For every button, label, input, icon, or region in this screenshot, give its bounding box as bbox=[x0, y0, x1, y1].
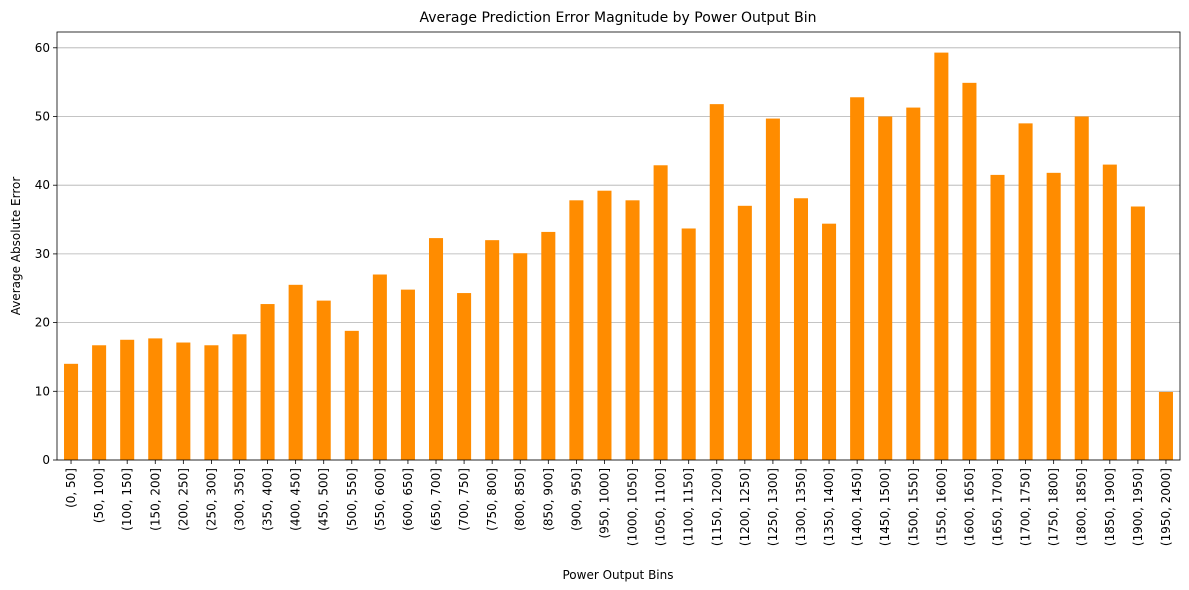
bar bbox=[1130, 206, 1145, 460]
x-tick-label: (850, 900] bbox=[541, 468, 555, 531]
x-tick-label: (1850, 1900] bbox=[1103, 468, 1117, 546]
bar bbox=[64, 363, 79, 460]
bar bbox=[906, 107, 921, 460]
bar bbox=[1018, 123, 1033, 460]
x-tick-label: (750, 800] bbox=[485, 468, 499, 531]
y-tick-label: 40 bbox=[35, 178, 50, 192]
y-tick-label: 0 bbox=[42, 453, 50, 467]
x-tick-label: (1450, 1500] bbox=[878, 468, 892, 546]
bar bbox=[316, 300, 331, 460]
x-tick-label: (1350, 1400] bbox=[822, 468, 836, 546]
x-tick-label: (1150, 1200] bbox=[710, 468, 724, 546]
bar bbox=[428, 238, 444, 460]
y-gridlines bbox=[57, 47, 1180, 461]
y-tick-label: 20 bbox=[35, 316, 50, 330]
y-axis-label: Average Absolute Error bbox=[9, 177, 23, 316]
bar bbox=[260, 304, 275, 460]
bar bbox=[120, 339, 135, 460]
bar bbox=[737, 205, 752, 460]
y-axis-ticks: 0 10 20 30 40 50 60 bbox=[35, 41, 57, 467]
x-tick-label: (1600, 1650] bbox=[962, 468, 976, 546]
bar bbox=[597, 190, 612, 460]
bar bbox=[1046, 172, 1061, 461]
x-tick-label: (1400, 1450] bbox=[850, 468, 864, 546]
y-tick-label: 50 bbox=[35, 110, 50, 124]
x-tick-label: (150, 200] bbox=[148, 468, 162, 531]
x-tick-label: (1750, 1800] bbox=[1047, 468, 1061, 546]
x-tick-label: (1250, 1300] bbox=[766, 468, 780, 546]
bar bbox=[485, 240, 500, 460]
bar bbox=[878, 116, 893, 461]
bar bbox=[176, 342, 191, 460]
y-tick-label: 10 bbox=[35, 384, 50, 398]
x-tick-label: (1900, 1950] bbox=[1131, 468, 1145, 546]
x-tick-label: (1300, 1350] bbox=[794, 468, 808, 546]
bar bbox=[962, 82, 977, 460]
bar bbox=[204, 345, 219, 460]
bar bbox=[148, 338, 163, 460]
y-tick-label: 30 bbox=[35, 247, 50, 261]
bar bbox=[372, 274, 387, 460]
x-tick-label: (1050, 1100] bbox=[654, 468, 668, 546]
x-tick-label: (450, 500] bbox=[317, 468, 331, 531]
bar bbox=[709, 104, 724, 461]
bar bbox=[457, 293, 472, 460]
x-tick-label: (1000, 1050] bbox=[626, 468, 640, 546]
x-tick-label: (650, 700] bbox=[429, 468, 443, 531]
x-tick-label: (1200, 1250] bbox=[738, 468, 752, 546]
x-tick-label: (50, 100] bbox=[92, 468, 106, 523]
bar bbox=[92, 345, 107, 460]
x-tick-label: (500, 550] bbox=[345, 468, 359, 531]
bar bbox=[681, 228, 696, 460]
bar bbox=[344, 330, 359, 460]
x-tick-label: (1700, 1750] bbox=[1019, 468, 1033, 546]
x-tick-label: (400, 450] bbox=[289, 468, 303, 531]
plot-border bbox=[56, 31, 1181, 461]
x-tick-label: (0, 50] bbox=[64, 468, 78, 508]
x-tick-label: (1950, 2000] bbox=[1159, 468, 1173, 546]
x-axis-ticks: (0, 50] (50, 100] (100, 150] (150, 200] (200… bbox=[64, 460, 1173, 546]
bar bbox=[625, 200, 640, 460]
bar bbox=[1102, 164, 1117, 460]
x-tick-label: (1550, 1600] bbox=[934, 468, 948, 546]
x-tick-label: (250, 300] bbox=[204, 468, 218, 531]
chart-title: Average Prediction Error Magnitude by Po… bbox=[420, 10, 817, 26]
x-tick-label: (1800, 1850] bbox=[1075, 468, 1089, 546]
x-tick-label: (900, 950] bbox=[569, 468, 583, 531]
bar bbox=[765, 118, 780, 460]
bars bbox=[64, 52, 1173, 461]
x-tick-label: (1650, 1700] bbox=[991, 468, 1005, 546]
x-tick-label: (950, 1000] bbox=[597, 468, 611, 538]
bar bbox=[232, 334, 247, 460]
bar bbox=[541, 231, 556, 460]
bar bbox=[934, 52, 949, 460]
bar bbox=[793, 198, 809, 461]
bar bbox=[850, 97, 865, 461]
bar bbox=[653, 165, 668, 460]
x-axis-label: Power Output Bins bbox=[562, 568, 673, 582]
x-tick-label: (800, 850] bbox=[513, 468, 527, 531]
x-tick-label: (550, 600] bbox=[373, 468, 387, 531]
x-tick-label: (1100, 1150] bbox=[682, 468, 696, 546]
bar bbox=[1158, 391, 1173, 460]
x-tick-label: (350, 400] bbox=[261, 468, 275, 531]
x-tick-label: (100, 150] bbox=[120, 468, 134, 531]
x-tick-label: (700, 750] bbox=[457, 468, 471, 531]
bar bbox=[822, 223, 837, 460]
bar bbox=[400, 289, 415, 460]
x-tick-label: (600, 650] bbox=[401, 468, 415, 531]
bar bbox=[569, 200, 584, 460]
bar bbox=[1074, 116, 1089, 461]
y-tick-label: 60 bbox=[35, 41, 50, 55]
x-tick-label: (200, 250] bbox=[176, 468, 190, 531]
plot-frame bbox=[56, 31, 1181, 461]
bar bbox=[990, 174, 1005, 460]
x-tick-label: (1500, 1550] bbox=[906, 468, 920, 546]
bar bbox=[288, 284, 303, 460]
x-tick-label: (300, 350] bbox=[232, 468, 246, 531]
bar bbox=[513, 253, 528, 460]
